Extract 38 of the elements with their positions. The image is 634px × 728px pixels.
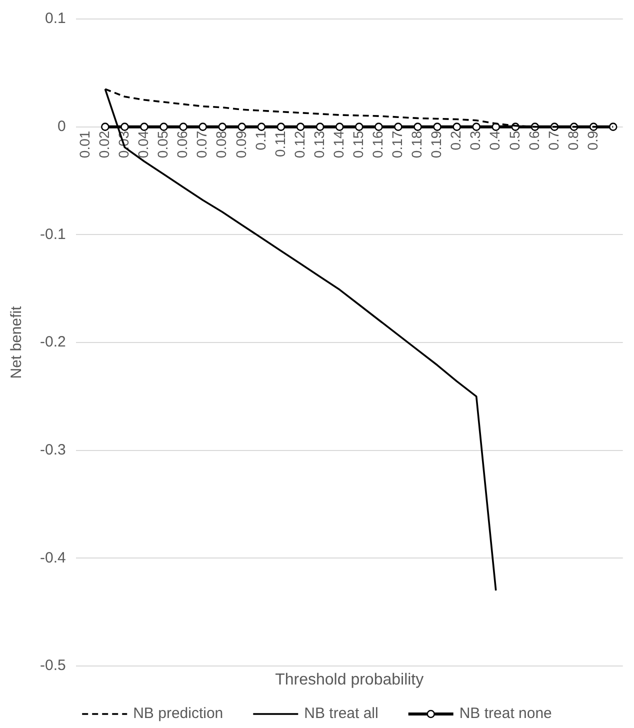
x-tick-label: 0.15 [350,130,366,158]
x-tick-label: 0.01 [76,130,92,158]
x-tick-label: 0.3 [467,130,484,150]
y-tick-label: 0 [58,118,66,135]
legend-label: NB treat none [459,705,552,722]
y-tick-label: -0.2 [40,334,66,351]
x-tick-label: 0.13 [310,130,327,158]
x-axis-title: Threshold probability [275,671,424,688]
y-tick-label: -0.3 [40,441,66,458]
x-tick-label: 0.12 [291,130,308,158]
x-tick-label: 0.19 [428,130,444,158]
y-tick-label: 0.1 [44,10,66,28]
x-tick-label: 0.6 [526,130,542,150]
x-tick-label: 0.11 [272,130,288,158]
x-tick-label: 0.1 [252,130,268,150]
x-tick-label: 0.9 [584,130,600,150]
x-tick-label: 0.18 [408,130,425,158]
x-tick-label: 0.2 [448,130,464,150]
x-tick-label: 0.7 [545,130,562,150]
x-tick-label: 0.8 [564,130,581,150]
legend-label: NB treat all [304,705,378,722]
x-tick-label: 0.05 [154,130,171,158]
x-tick-label: 0.5 [506,130,522,150]
y-tick-label: -0.4 [40,549,66,566]
x-tick-label: 0.16 [370,130,386,158]
x-tick-label: 0.08 [213,130,230,158]
y-tick-label: -0.5 [40,657,66,674]
x-tick-label: 0.02 [96,130,112,158]
x-tick-label: 0.14 [330,130,346,158]
y-axis-title: Net benefit [8,305,26,379]
x-tick-label: 0.17 [389,130,406,158]
x-tick-label: 0.4 [486,130,503,150]
x-tick-label: 0.06 [174,130,190,158]
y-tick-label: -0.1 [40,226,66,243]
legend-label: NB prediction [133,705,224,722]
x-tick-label: 0.09 [232,130,249,158]
x-tick-label: 0.07 [194,130,210,158]
x-tick-label: 0.04 [135,130,152,158]
